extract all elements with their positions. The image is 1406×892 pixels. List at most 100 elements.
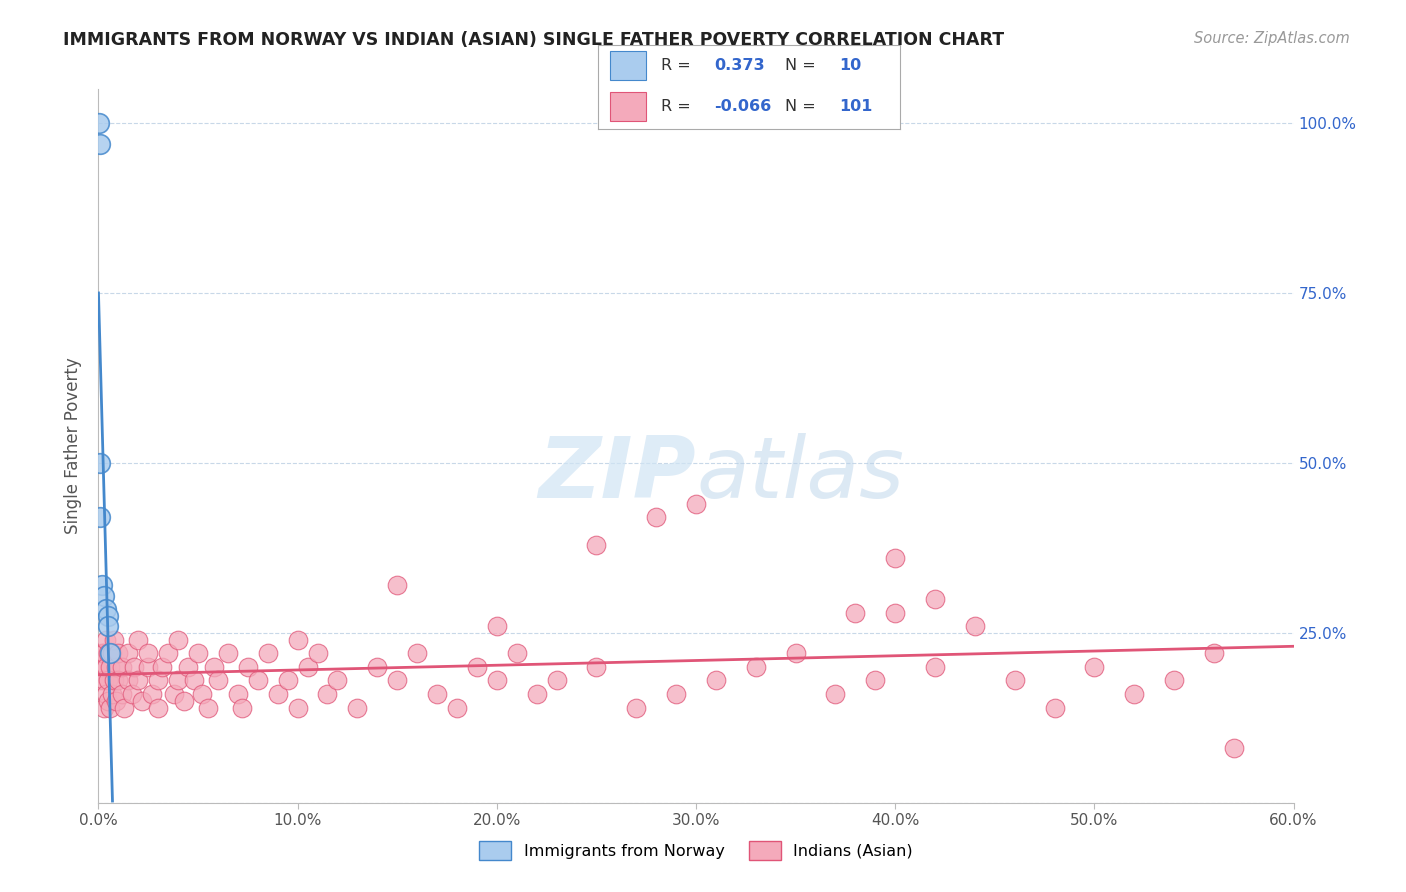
Point	[103, 673, 125, 688]
Point	[96, 602, 118, 616]
Point	[89, 116, 111, 130]
Point	[485, 619, 508, 633]
Point	[98, 700, 122, 714]
Point	[167, 632, 190, 647]
Point	[163, 687, 186, 701]
Legend: Immigrants from Norway, Indians (Asian): Immigrants from Norway, Indians (Asian)	[472, 835, 920, 866]
Point	[96, 632, 118, 647]
Point	[202, 660, 225, 674]
Point	[546, 673, 568, 688]
Point	[385, 673, 409, 688]
Point	[91, 646, 114, 660]
Point	[685, 497, 707, 511]
Point	[93, 673, 115, 688]
Point	[177, 660, 200, 674]
Point	[97, 619, 120, 633]
Point	[217, 646, 239, 660]
Point	[326, 673, 349, 688]
Point	[191, 687, 214, 701]
Point	[89, 510, 111, 524]
Text: -0.066: -0.066	[714, 99, 770, 114]
Point	[97, 608, 120, 623]
Text: N =: N =	[785, 58, 815, 73]
Point	[111, 660, 134, 674]
Point	[111, 687, 134, 701]
Point	[1202, 646, 1225, 660]
Point	[277, 673, 299, 688]
Point	[1223, 741, 1246, 756]
Point	[98, 660, 122, 674]
Point	[148, 700, 170, 714]
Point	[406, 646, 429, 660]
Point	[127, 673, 149, 688]
Point	[287, 632, 309, 647]
Point	[231, 700, 253, 714]
Text: 10: 10	[839, 58, 862, 73]
Text: N =: N =	[785, 99, 815, 114]
Point	[924, 660, 946, 674]
Y-axis label: Single Father Poverty: Single Father Poverty	[65, 358, 83, 534]
Point	[924, 591, 946, 606]
Point	[101, 687, 124, 701]
Text: ZIP: ZIP	[538, 433, 696, 516]
Point	[316, 687, 339, 701]
Point	[107, 646, 129, 660]
Point	[844, 606, 866, 620]
Point	[745, 660, 768, 674]
Point	[93, 700, 115, 714]
Point	[446, 700, 468, 714]
Point	[187, 646, 209, 660]
Point	[346, 700, 368, 714]
Point	[1004, 673, 1026, 688]
Point	[236, 660, 259, 674]
Point	[785, 646, 807, 660]
Text: R =: R =	[661, 99, 690, 114]
Point	[136, 646, 159, 660]
Point	[97, 694, 120, 708]
Point	[150, 660, 173, 674]
Point	[183, 673, 205, 688]
Point	[97, 646, 120, 660]
Point	[626, 700, 648, 714]
Point	[385, 578, 409, 592]
Point	[287, 700, 309, 714]
Text: IMMIGRANTS FROM NORWAY VS INDIAN (ASIAN) SINGLE FATHER POVERTY CORRELATION CHART: IMMIGRANTS FROM NORWAY VS INDIAN (ASIAN)…	[63, 31, 1004, 49]
Point	[173, 694, 195, 708]
Point	[167, 673, 190, 688]
Point	[89, 456, 111, 470]
Point	[1123, 687, 1146, 701]
Point	[121, 687, 143, 701]
Point	[1163, 673, 1185, 688]
Point	[105, 660, 128, 674]
Point	[98, 646, 122, 660]
Point	[93, 589, 115, 603]
Point	[824, 687, 846, 701]
Text: atlas: atlas	[696, 433, 904, 516]
Point	[226, 687, 249, 701]
Point	[96, 660, 118, 674]
Point	[89, 673, 111, 688]
Point	[585, 660, 607, 674]
Text: R =: R =	[661, 58, 690, 73]
Point	[91, 660, 114, 674]
Point	[91, 578, 114, 592]
Point	[93, 646, 115, 660]
Point	[124, 660, 146, 674]
Point	[297, 660, 319, 674]
Bar	[610, 52, 645, 80]
Point	[148, 673, 170, 688]
Point	[207, 673, 229, 688]
Bar	[610, 92, 645, 120]
Point	[136, 660, 159, 674]
Point	[485, 673, 508, 688]
Point	[704, 673, 727, 688]
Point	[585, 537, 607, 551]
Point	[267, 687, 290, 701]
Point	[97, 673, 120, 688]
Point	[197, 700, 219, 714]
Point	[426, 687, 449, 701]
Point	[1043, 700, 1066, 714]
Point	[307, 646, 329, 660]
Point	[256, 646, 278, 660]
Point	[963, 619, 986, 633]
